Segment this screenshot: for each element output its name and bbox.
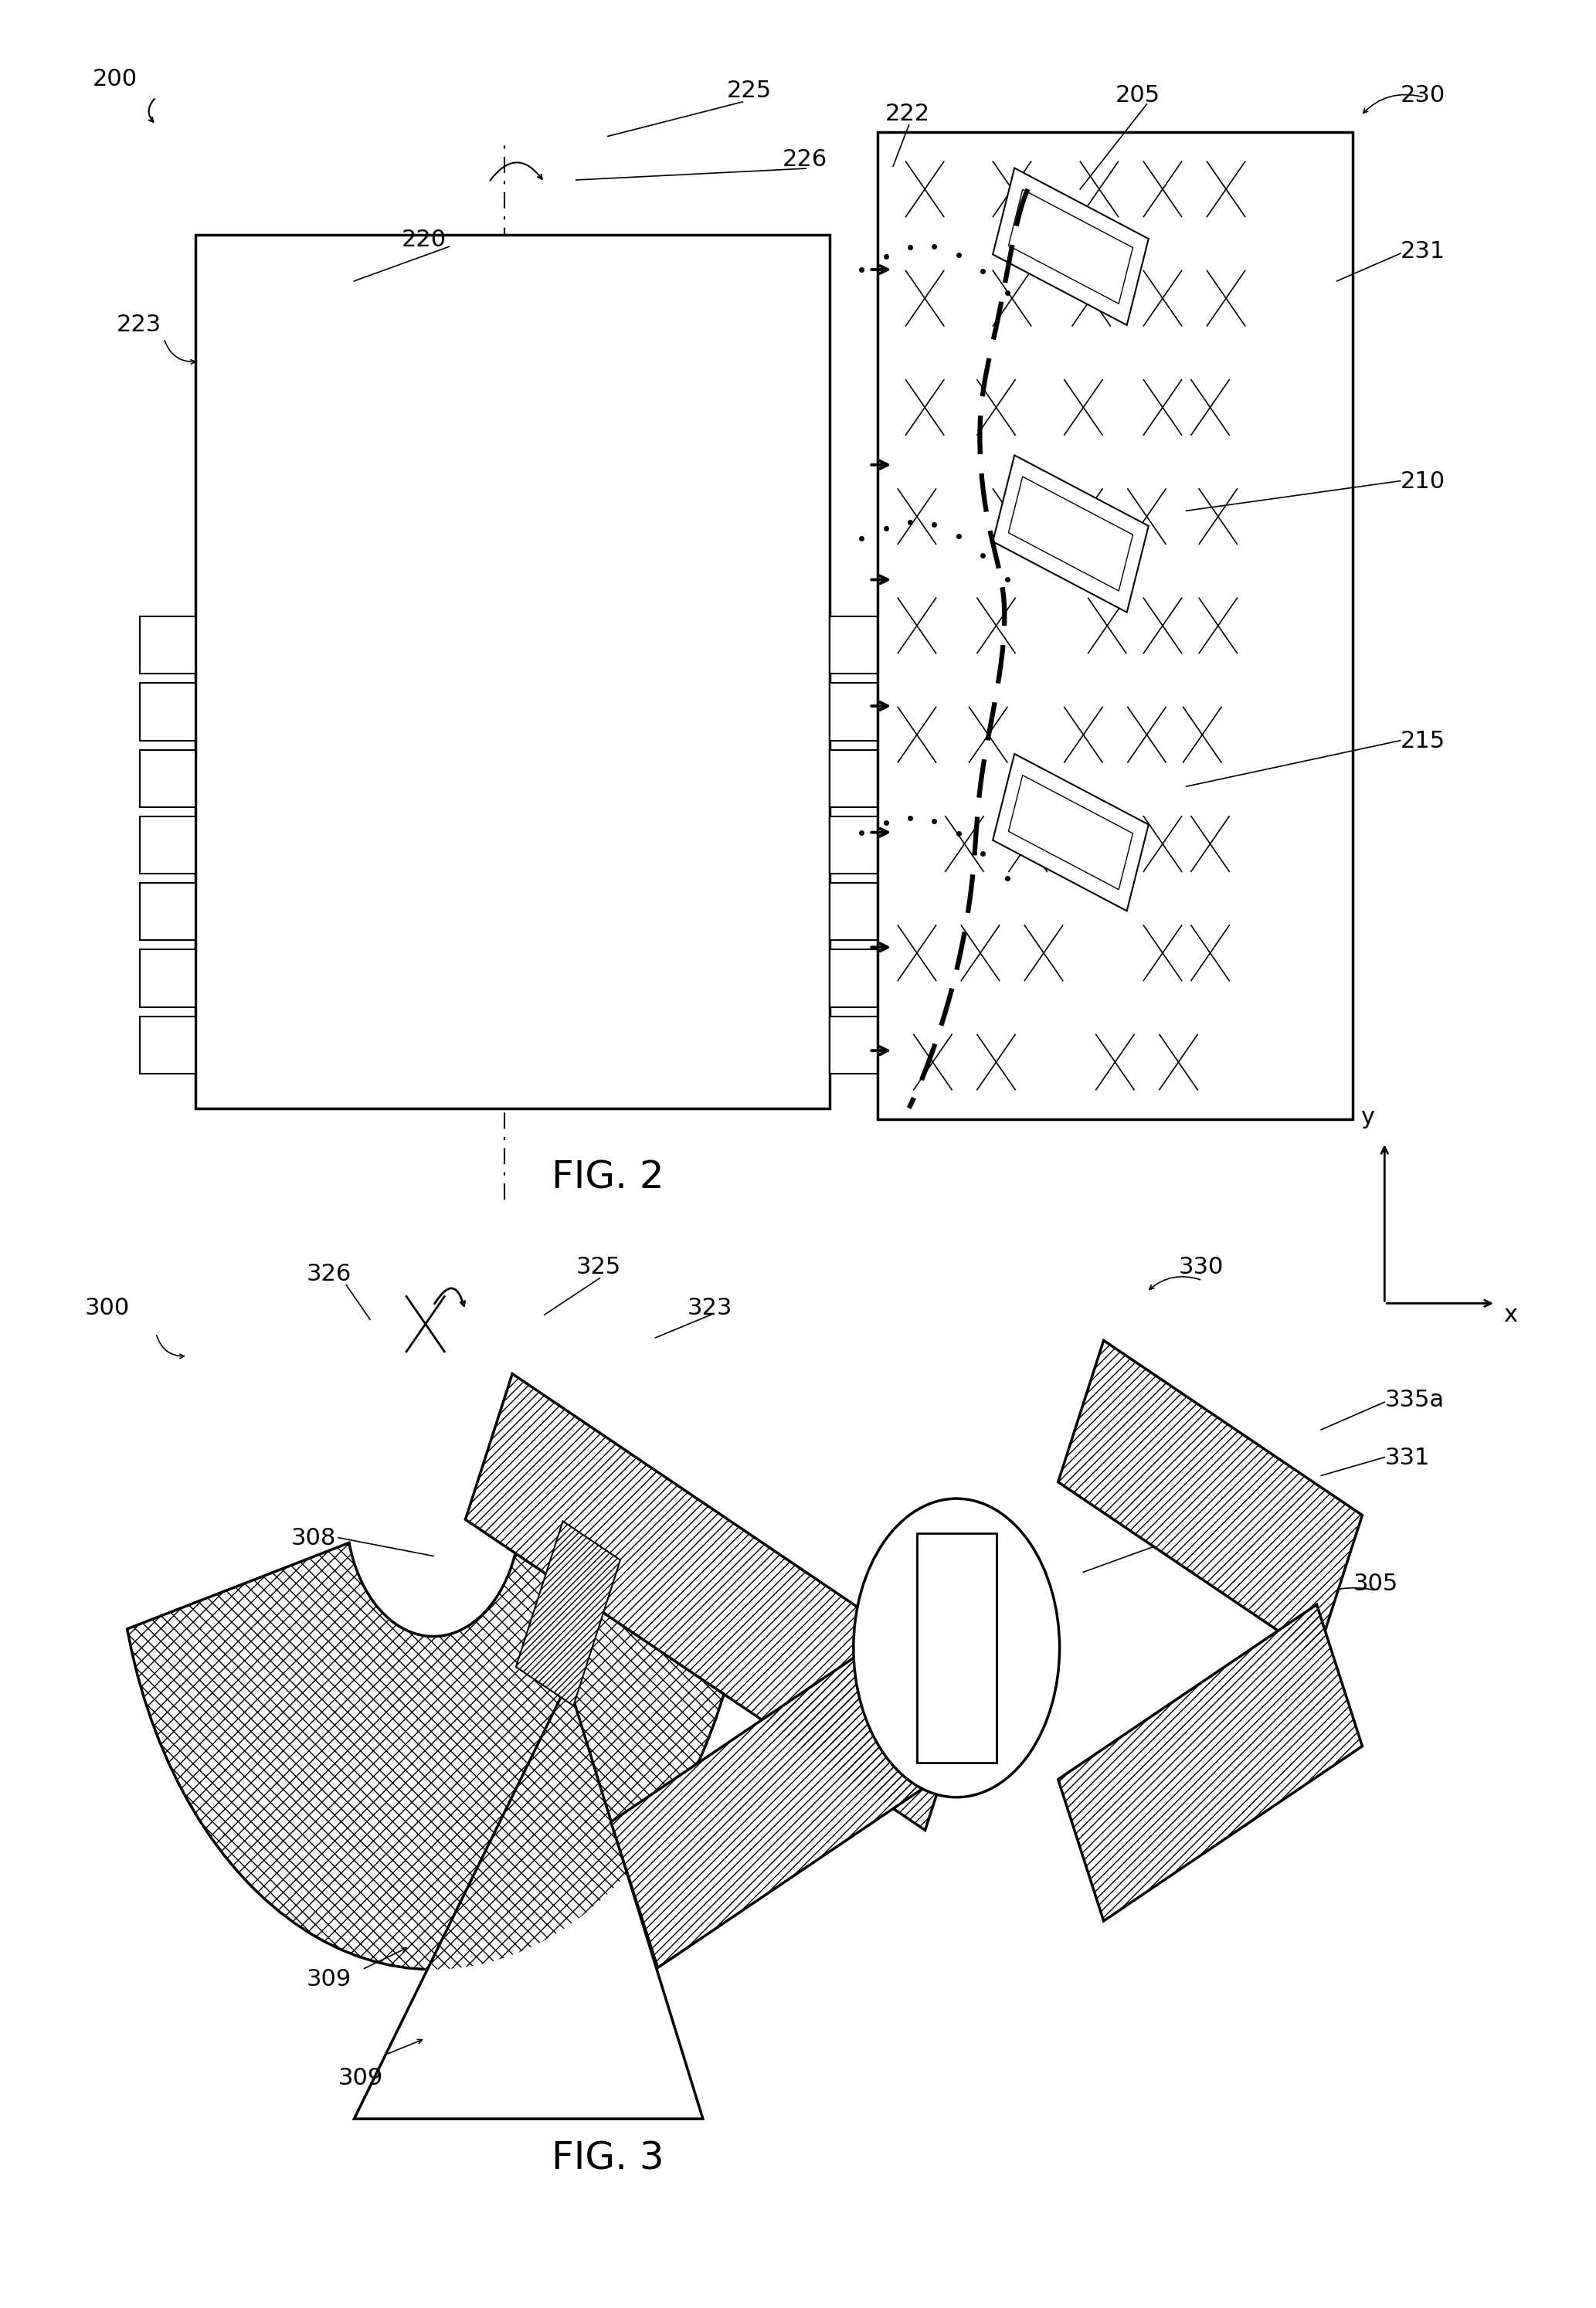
Bar: [830, 616, 886, 674]
Text: 309: 309: [338, 2066, 383, 2089]
Bar: [878, 132, 1353, 1119]
Text: 331: 331: [1385, 1447, 1430, 1468]
Text: 335b: 335b: [1132, 1826, 1191, 1849]
Polygon shape: [354, 1683, 702, 2119]
Text: 300: 300: [85, 1297, 129, 1320]
Text: x: x: [1503, 1304, 1518, 1327]
Bar: [830, 750, 886, 808]
Text: 308: 308: [290, 1528, 335, 1549]
Bar: [830, 683, 886, 741]
Bar: [830, 949, 886, 1006]
Text: 215: 215: [1400, 729, 1446, 752]
Text: 220: 220: [402, 228, 447, 252]
Text: 326: 326: [306, 1262, 351, 1286]
Bar: [140, 949, 196, 1006]
Text: 323: 323: [686, 1297, 733, 1320]
Polygon shape: [993, 755, 1149, 912]
Polygon shape: [128, 1542, 739, 1969]
Bar: [830, 1016, 886, 1073]
Polygon shape: [611, 1558, 1049, 1969]
Bar: [140, 616, 196, 674]
Bar: [140, 683, 196, 741]
Text: 325: 325: [576, 1256, 621, 1279]
Bar: [140, 817, 196, 875]
Polygon shape: [1009, 475, 1133, 591]
Text: 330: 330: [1178, 1256, 1224, 1279]
Bar: [140, 884, 196, 939]
Text: 306: 306: [1178, 1528, 1224, 1549]
Text: FIG. 2: FIG. 2: [552, 1159, 664, 1196]
Polygon shape: [1009, 189, 1133, 305]
Text: 200: 200: [93, 67, 137, 90]
Text: 222: 222: [886, 102, 930, 125]
Text: 305: 305: [1353, 1572, 1398, 1595]
Text: 205: 205: [1116, 83, 1160, 106]
Polygon shape: [466, 1373, 972, 1830]
Bar: [140, 750, 196, 808]
Bar: [830, 817, 886, 875]
Text: 306a: 306a: [1162, 1756, 1223, 1779]
Text: 335a: 335a: [1385, 1389, 1444, 1410]
Polygon shape: [1009, 775, 1133, 889]
Text: 230: 230: [1400, 83, 1446, 106]
Polygon shape: [1058, 1341, 1363, 1657]
Bar: [196, 235, 830, 1108]
Bar: [140, 1016, 196, 1073]
Polygon shape: [993, 168, 1149, 325]
Polygon shape: [993, 455, 1149, 612]
Text: y: y: [1361, 1106, 1374, 1129]
Bar: [916, 1533, 996, 1763]
Text: 225: 225: [726, 78, 771, 102]
Polygon shape: [1058, 1604, 1363, 1920]
Text: 223: 223: [117, 314, 161, 337]
Text: 231: 231: [1400, 240, 1446, 263]
Text: 210: 210: [1400, 471, 1446, 492]
Polygon shape: [516, 1521, 621, 1706]
Text: 226: 226: [782, 148, 827, 171]
Text: 309: 309: [306, 1969, 351, 1989]
Text: 307a: 307a: [672, 1629, 731, 1653]
Bar: [830, 884, 886, 939]
Circle shape: [854, 1498, 1060, 1798]
Text: FIG. 3: FIG. 3: [552, 2140, 664, 2176]
